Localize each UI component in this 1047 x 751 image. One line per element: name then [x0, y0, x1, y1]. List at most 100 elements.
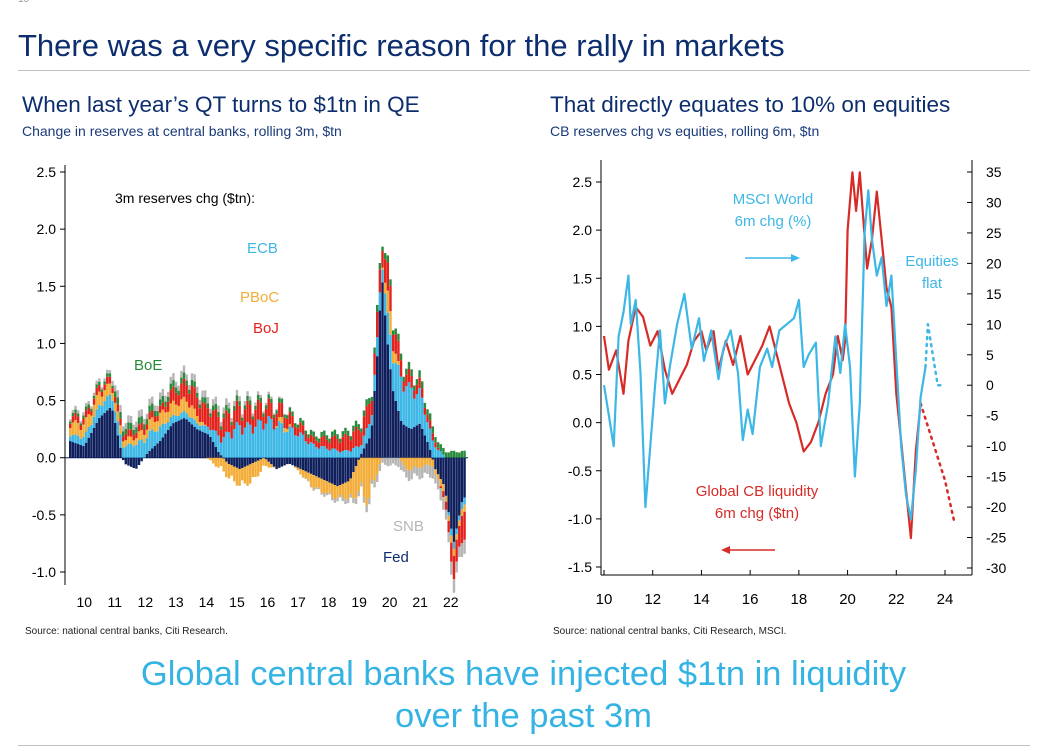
left-bar-segment-boe: [113, 391, 117, 398]
left-bar-segment-boj: [373, 353, 376, 375]
left-bar-segment-ecb: [259, 420, 262, 458]
left-bar-segment-pboc: [69, 428, 72, 437]
left-bar-segment-boe: [222, 413, 225, 419]
left-bar-segment-pboc: [307, 472, 310, 481]
left-bar-segment-boe: [410, 369, 413, 377]
left-bar-segment-boe: [166, 397, 170, 402]
left-bar-segment-snb: [317, 487, 321, 490]
left-bar-segment-pboc: [397, 361, 400, 365]
left-bar-segment-boe: [74, 409, 77, 413]
left-bar-segment-boj: [79, 425, 83, 430]
left-bar-segment-boe: [460, 450, 464, 458]
left-bar-segment-boj: [428, 420, 432, 429]
left-bar-segment-ecb: [177, 415, 180, 421]
left-bar-segment-pboc: [338, 485, 342, 495]
left-bar-segment-boe: [357, 424, 360, 430]
left-bar-segment-fed: [315, 457, 318, 477]
left-bar-segment-ecb: [447, 512, 450, 516]
left-bar-segment-fed: [188, 421, 191, 458]
left-bar-segment-boe: [275, 410, 278, 414]
left-bar-segment-snb: [386, 457, 390, 467]
left-bar-segment-snb: [182, 365, 186, 373]
left-bar-segment-boe: [164, 401, 167, 407]
left-bar-segment-ecb: [203, 425, 207, 433]
left-bar-segment-snb: [84, 402, 88, 407]
left-bar-segment-fed: [309, 457, 313, 474]
left-bar-segment-pboc: [460, 509, 464, 516]
left-bar-segment-boj: [304, 434, 307, 442]
left-bar-segment-snb: [254, 402, 257, 406]
left-bar-segment-snb: [140, 409, 143, 417]
left-bar-segment-ecb: [233, 428, 236, 458]
left-bar-segment-boj: [201, 402, 204, 422]
left-bar-segment-ecb: [185, 413, 188, 420]
left-bar-segment-boj: [405, 374, 408, 387]
left-bar-segment-ecb: [272, 429, 276, 458]
left-bar-segment-boj: [132, 435, 135, 441]
left-bar-segment-fed: [222, 457, 225, 459]
left-bar-segment-snb: [256, 391, 260, 395]
left-bar-segment-ecb: [145, 438, 149, 454]
right-series-line: [602, 189, 927, 521]
left-bar-segment-boe: [169, 383, 172, 390]
left-bar-segment-boj: [121, 436, 125, 442]
left-bar-segment-fed: [177, 420, 180, 458]
left-bar-segment-boe: [190, 379, 194, 386]
left-bar-segment-boj: [291, 416, 294, 428]
left-bar-segment-boj: [391, 334, 395, 352]
left-bar-segment-snb: [217, 405, 220, 412]
left-bar-segment-ecb: [304, 441, 307, 458]
left-bar-segment-boe: [402, 376, 405, 382]
left-bar-segment-boj: [368, 403, 371, 425]
left-bar-segment-fed: [182, 418, 186, 458]
left-bar-segment-boj: [196, 397, 199, 416]
left-bar-segment-boj: [98, 384, 101, 392]
left-bar-segment-ecb: [426, 422, 429, 442]
left-bar-segment-boj: [264, 408, 268, 424]
left-bar-segment-fed: [203, 432, 207, 458]
left-bar-segment-boj: [243, 409, 247, 428]
left-bar-segment-pboc: [323, 480, 326, 495]
left-bar-segment-snb: [151, 396, 154, 404]
left-bar-segment-boe: [90, 408, 93, 411]
left-bar-segment-snb: [121, 426, 125, 432]
left-bar-segment-boe: [288, 407, 292, 412]
left-bar-segment-boj: [288, 411, 292, 425]
left-bar-segment-pboc: [315, 476, 318, 488]
left-bar-segment-snb: [108, 370, 112, 374]
left-bar-segment-ecb: [434, 447, 437, 458]
left-bar-segment-fed: [402, 424, 405, 458]
left-bar-segment-snb: [106, 369, 109, 374]
left-bar-segment-snb: [357, 491, 360, 497]
left-bar-segment-boj: [106, 376, 109, 384]
left-bar-segment-boj: [222, 418, 225, 438]
liquidity-arrow-head: [721, 546, 730, 554]
left-bar-segment-pboc: [121, 441, 125, 448]
left-bar-segment-snb: [272, 413, 276, 415]
left-bar-segment-boj: [458, 525, 461, 547]
left-bar-segment-ecb: [129, 443, 133, 458]
left-bar-segment-snb: [190, 373, 194, 380]
left-bar-segment-snb: [188, 384, 191, 390]
left-bar-segment-boj: [452, 555, 456, 580]
liquidity-label-line1: Global CB liquidity: [696, 483, 819, 500]
left-bar-segment-snb: [230, 418, 233, 422]
left-bar-segment-fed: [320, 457, 323, 479]
left-bar-segment-boj: [338, 442, 342, 453]
left-bar-segment-ecb: [209, 430, 212, 437]
left-bar-segment-boj: [151, 410, 154, 418]
left-bar-segment-fed: [71, 442, 75, 458]
left-bar-segment-boj: [283, 417, 286, 429]
left-bar-segment-pboc: [254, 461, 257, 477]
left-bar-segment-fed: [458, 457, 461, 516]
left-bar-segment-ecb: [169, 416, 172, 427]
left-bar-segment-ecb: [246, 422, 249, 458]
left-x-tick-label: 12: [138, 594, 154, 610]
left-bar-segment-boj: [259, 402, 262, 421]
left-bar-segment-boe: [251, 416, 255, 420]
left-bar-segment-boe: [119, 411, 122, 419]
left-bar-segment-fed: [346, 457, 350, 482]
left-bar-segment-boj: [413, 390, 416, 399]
left-bar-segment-fed: [293, 457, 297, 467]
left-y-tick-label: -0.5: [32, 507, 56, 523]
